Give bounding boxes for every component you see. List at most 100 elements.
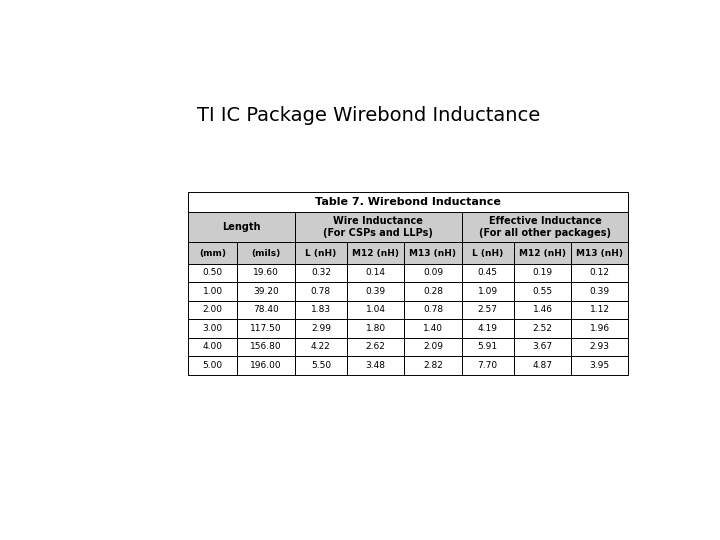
Text: 4.22: 4.22 — [311, 342, 330, 352]
Bar — [571, 282, 629, 301]
Bar — [405, 319, 462, 338]
Bar — [188, 356, 238, 375]
Text: Length: Length — [222, 222, 261, 232]
Text: 0.78: 0.78 — [423, 306, 443, 314]
Bar — [514, 319, 571, 338]
Text: 2.99: 2.99 — [311, 324, 331, 333]
Text: 156.80: 156.80 — [251, 342, 282, 352]
Text: L (nH): L (nH) — [305, 248, 336, 258]
Text: (mils): (mils) — [251, 248, 281, 258]
Text: 1.00: 1.00 — [202, 287, 222, 296]
Text: 0.78: 0.78 — [311, 287, 331, 296]
Text: 3.48: 3.48 — [366, 361, 386, 370]
Text: Effective Inductance
(For all other packages): Effective Inductance (For all other pack… — [479, 217, 611, 238]
Text: 5.91: 5.91 — [477, 342, 498, 352]
Bar — [238, 282, 294, 301]
Text: 2.93: 2.93 — [590, 342, 610, 352]
Bar — [188, 282, 238, 301]
Bar — [188, 319, 238, 338]
Text: 1.04: 1.04 — [366, 306, 386, 314]
Bar — [188, 242, 238, 264]
Bar — [294, 212, 462, 242]
Bar — [571, 319, 629, 338]
Text: 0.12: 0.12 — [590, 268, 610, 278]
Bar — [405, 264, 462, 282]
Bar — [462, 301, 514, 319]
Bar — [405, 301, 462, 319]
Bar — [347, 338, 405, 356]
Bar — [238, 301, 294, 319]
Text: 0.45: 0.45 — [478, 268, 498, 278]
Text: (mm): (mm) — [199, 248, 226, 258]
Text: 78.40: 78.40 — [253, 306, 279, 314]
Text: 0.50: 0.50 — [202, 268, 222, 278]
Bar — [294, 264, 347, 282]
Bar — [294, 282, 347, 301]
Text: 0.14: 0.14 — [366, 268, 386, 278]
Bar — [188, 301, 238, 319]
Bar — [347, 356, 405, 375]
Bar — [188, 338, 238, 356]
Text: 1.83: 1.83 — [311, 306, 331, 314]
Text: 5.00: 5.00 — [202, 361, 222, 370]
Bar — [347, 319, 405, 338]
Bar — [462, 338, 514, 356]
Text: 4.87: 4.87 — [533, 361, 552, 370]
Bar — [514, 338, 571, 356]
Text: 1.40: 1.40 — [423, 324, 443, 333]
Text: 0.55: 0.55 — [533, 287, 553, 296]
Text: 5.50: 5.50 — [311, 361, 331, 370]
Bar — [514, 301, 571, 319]
Text: 2.57: 2.57 — [478, 306, 498, 314]
Text: 1.96: 1.96 — [590, 324, 610, 333]
Text: 39.20: 39.20 — [253, 287, 279, 296]
Bar — [571, 338, 629, 356]
Text: 0.19: 0.19 — [533, 268, 553, 278]
Text: 117.50: 117.50 — [251, 324, 282, 333]
Bar — [462, 319, 514, 338]
Text: M12 (nH): M12 (nH) — [519, 248, 566, 258]
Text: 3.67: 3.67 — [533, 342, 553, 352]
Bar — [294, 356, 347, 375]
Bar — [571, 242, 629, 264]
Text: 196.00: 196.00 — [251, 361, 282, 370]
Text: 2.52: 2.52 — [533, 324, 552, 333]
Bar — [188, 264, 238, 282]
Text: 2.09: 2.09 — [423, 342, 443, 352]
Bar — [238, 264, 294, 282]
Bar — [571, 356, 629, 375]
Bar — [462, 264, 514, 282]
Text: 4.00: 4.00 — [202, 342, 222, 352]
Bar — [514, 356, 571, 375]
Bar — [294, 338, 347, 356]
Bar — [347, 282, 405, 301]
Bar — [238, 338, 294, 356]
Text: M12 (nH): M12 (nH) — [352, 248, 399, 258]
Text: 0.32: 0.32 — [311, 268, 331, 278]
Bar — [514, 282, 571, 301]
Bar — [347, 264, 405, 282]
Bar — [405, 356, 462, 375]
Text: 2.00: 2.00 — [202, 306, 222, 314]
Text: 0.39: 0.39 — [366, 287, 386, 296]
Bar — [405, 338, 462, 356]
Text: 3.00: 3.00 — [202, 324, 222, 333]
Bar — [571, 264, 629, 282]
Bar — [462, 212, 629, 242]
Bar — [294, 301, 347, 319]
Text: 1.80: 1.80 — [366, 324, 386, 333]
Text: Wire Inductance
(For CSPs and LLPs): Wire Inductance (For CSPs and LLPs) — [323, 217, 433, 238]
Text: 0.39: 0.39 — [590, 287, 610, 296]
Bar — [347, 301, 405, 319]
Text: 19.60: 19.60 — [253, 268, 279, 278]
Bar — [405, 242, 462, 264]
Bar — [238, 356, 294, 375]
Bar — [294, 319, 347, 338]
Text: 1.12: 1.12 — [590, 306, 610, 314]
Bar — [514, 264, 571, 282]
Text: 4.19: 4.19 — [478, 324, 498, 333]
Text: TI IC Package Wirebond Inductance: TI IC Package Wirebond Inductance — [197, 106, 541, 125]
Text: M13 (nH): M13 (nH) — [576, 248, 624, 258]
Text: 2.62: 2.62 — [366, 342, 386, 352]
Bar — [405, 282, 462, 301]
